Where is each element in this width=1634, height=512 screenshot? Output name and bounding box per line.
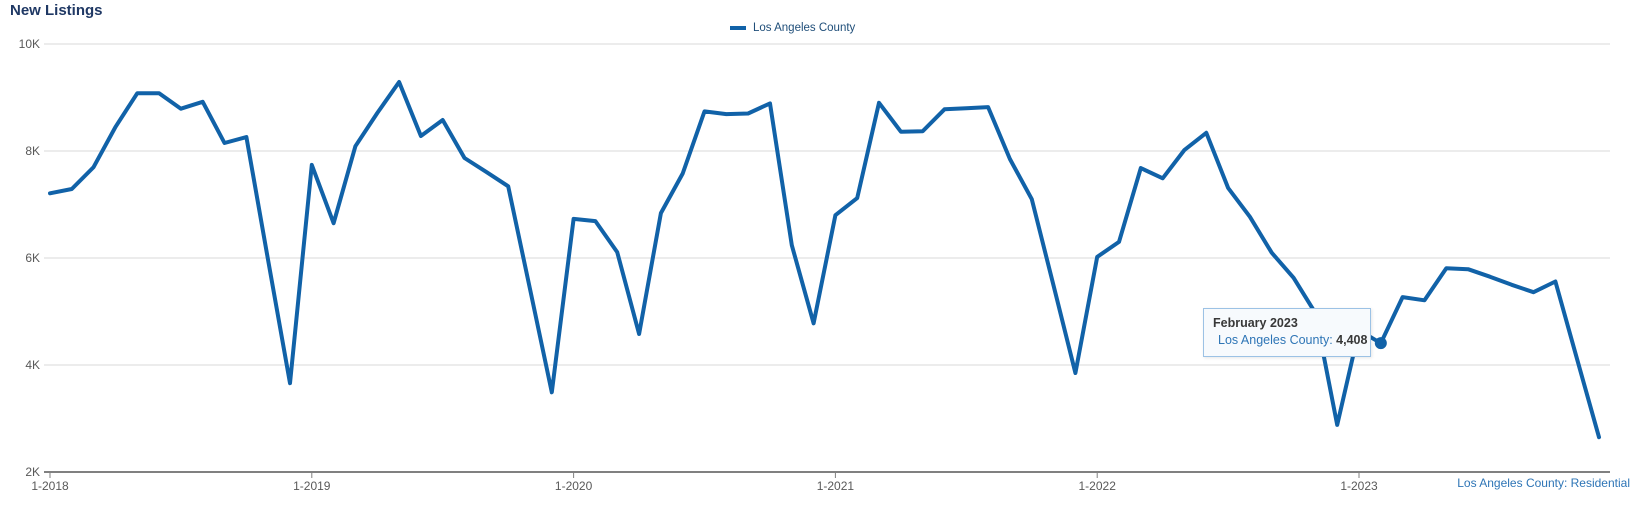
x-axis-label: 1-2023 bbox=[1340, 479, 1378, 493]
legend[interactable]: Los Angeles County bbox=[730, 22, 855, 34]
y-axis-label: 6K bbox=[25, 251, 40, 265]
x-axis-label: 1-2018 bbox=[31, 479, 69, 493]
tooltip-value: 4,408 bbox=[1336, 333, 1368, 347]
y-axis-label: 2K bbox=[25, 465, 40, 479]
tooltip-row: Los Angeles County: 4,408 bbox=[1213, 333, 1367, 347]
legend-label: Los Angeles County bbox=[753, 22, 856, 34]
highlighted-point[interactable] bbox=[1374, 337, 1387, 350]
legend-line-swatch bbox=[730, 26, 746, 30]
x-axis-label: 1-2021 bbox=[817, 479, 855, 493]
footer-note: Los Angeles County: Residential bbox=[1457, 476, 1630, 490]
y-axis-label: 10K bbox=[19, 37, 40, 51]
tooltip-series-label: Los Angeles County: bbox=[1218, 333, 1333, 347]
x-axis-label: 1-2020 bbox=[555, 479, 593, 493]
chart-title: New Listings bbox=[10, 2, 103, 19]
y-axis-label: 4K bbox=[25, 358, 40, 372]
tooltip-title: February 2023 bbox=[1213, 316, 1298, 330]
y-axis-label: 8K bbox=[25, 144, 40, 158]
x-axis-label: 1-2022 bbox=[1079, 479, 1117, 493]
x-axis-label: 1-2019 bbox=[293, 479, 331, 493]
series-line[interactable] bbox=[48, 80, 1601, 440]
tooltip: February 2023 Los Angeles County: 4,408 bbox=[1203, 308, 1371, 357]
